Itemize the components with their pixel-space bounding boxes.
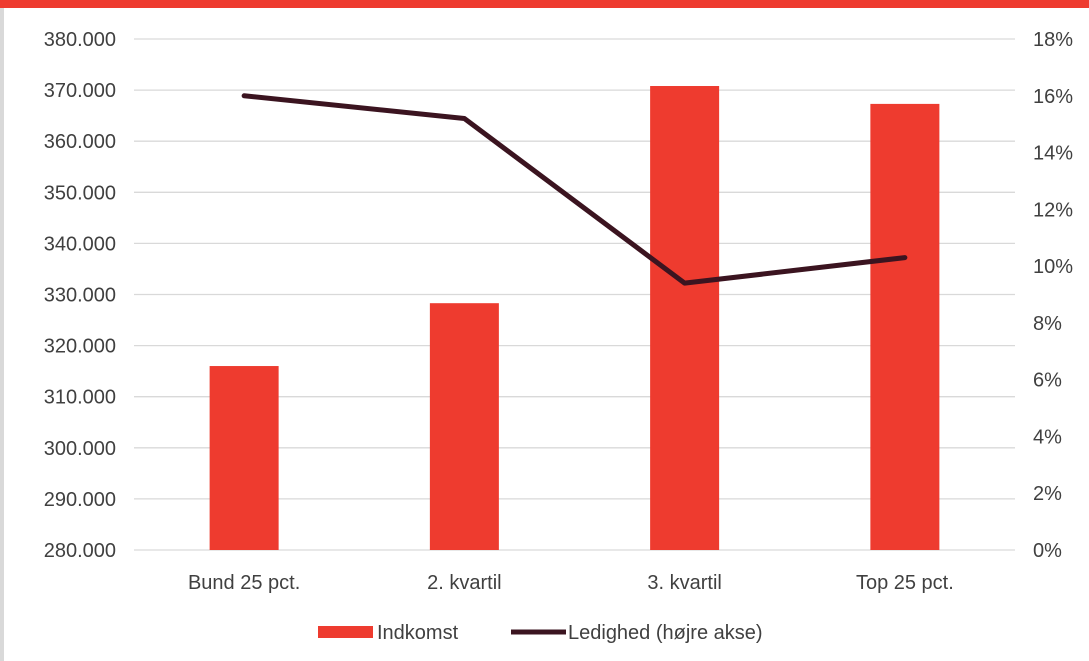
right-tick-label: 14%	[1033, 143, 1073, 165]
left-tick-label: 290.000	[44, 489, 116, 511]
right-tick-label: 2%	[1033, 483, 1062, 505]
right-tick-label: 8%	[1033, 313, 1062, 335]
left-tick-label: 310.000	[44, 387, 116, 409]
bar-4	[870, 103, 940, 550]
legend-label-indkomst: Indkomst	[377, 622, 459, 644]
right-tick-label: 6%	[1033, 370, 1062, 392]
left-tick-label: 340.000	[44, 233, 116, 255]
x-axis: Bund 25 pct. 2. kvartil 3. kvartil Top 25 p…	[188, 572, 954, 594]
right-tick-label: 18%	[1033, 29, 1073, 51]
x-tick-label: Top 25 pct.	[856, 572, 954, 594]
left-tick-label: 350.000	[44, 182, 116, 204]
right-tick-label: 10%	[1033, 256, 1073, 278]
right-tick-label: 0%	[1033, 540, 1062, 562]
line-series	[241, 93, 908, 286]
legend-bar-swatch	[318, 626, 373, 638]
left-tick-label: 380.000	[44, 29, 116, 51]
left-tick-label: 280.000	[44, 540, 116, 562]
left-tick-label: 360.000	[44, 131, 116, 153]
legend: Indkomst Ledighed (højre akse)	[318, 622, 763, 644]
right-axis: 0% 2% 4% 6% 8% 10% 12% 14% 16% 18%	[1033, 29, 1073, 562]
bar-1	[209, 366, 279, 550]
right-tick-label: 16%	[1033, 86, 1073, 108]
left-tick-label: 370.000	[44, 80, 116, 102]
left-tick-label: 330.000	[44, 285, 116, 307]
bars	[209, 86, 940, 551]
bar-2	[429, 303, 499, 550]
left-border	[0, 8, 4, 661]
left-tick-label: 320.000	[44, 336, 116, 358]
left-axis: 280.000 290.000 300.000 310.000 320.000 330.0…	[44, 29, 116, 562]
legend-label-ledighed: Ledighed (højre akse)	[568, 622, 763, 644]
grid-lines	[134, 38, 1015, 551]
left-tick-label: 300.000	[44, 438, 116, 460]
x-tick-label: Bund 25 pct.	[188, 572, 300, 594]
right-tick-label: 12%	[1033, 199, 1073, 221]
bar-3	[650, 86, 720, 551]
x-tick-label: 3. kvartil	[647, 572, 721, 594]
right-tick-label: 4%	[1033, 426, 1062, 448]
line-ledighed	[241, 93, 908, 286]
top-accent-bar	[0, 0, 1089, 8]
x-tick-label: 2. kvartil	[427, 572, 501, 594]
